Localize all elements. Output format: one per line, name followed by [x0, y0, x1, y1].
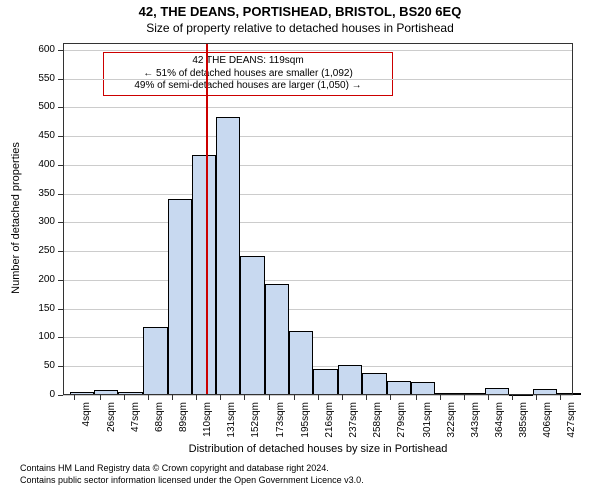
x-tick-label: 364sqm — [494, 402, 505, 502]
x-tick-label: 89sqm — [178, 402, 189, 502]
x-tick-mark — [124, 395, 125, 400]
x-tick-mark — [172, 395, 173, 400]
y-tick-label: 50 — [25, 360, 55, 371]
x-tick-mark — [488, 395, 489, 400]
attribution-line-1: Contains HM Land Registry data © Crown c… — [20, 463, 364, 475]
x-tick-label: 258sqm — [372, 402, 383, 502]
y-tick-label: 150 — [25, 303, 55, 314]
y-tick-label: 400 — [25, 159, 55, 170]
x-tick-label: 152sqm — [250, 402, 261, 502]
sub-title: Size of property relative to detached ho… — [0, 21, 600, 35]
x-tick-mark — [269, 395, 270, 400]
y-tick-label: 200 — [25, 274, 55, 285]
x-tick-mark — [342, 395, 343, 400]
x-tick-label: 110sqm — [202, 402, 213, 502]
x-tick-label: 237sqm — [348, 402, 359, 502]
x-tick-label: 4sqm — [81, 402, 92, 502]
x-tick-label: 406sqm — [542, 402, 553, 502]
x-tick-label: 385sqm — [518, 402, 529, 502]
x-tick-mark — [196, 395, 197, 400]
x-tick-mark — [536, 395, 537, 400]
x-tick-label: 427sqm — [566, 402, 577, 502]
attribution-line-2: Contains public sector information licen… — [20, 475, 364, 487]
x-tick-label: 343sqm — [470, 402, 481, 502]
x-tick-mark — [464, 395, 465, 400]
x-tick-label: 301sqm — [422, 402, 433, 502]
x-tick-mark — [244, 395, 245, 400]
y-tick-label: 450 — [25, 130, 55, 141]
plot-border — [63, 43, 573, 395]
x-tick-label: 26sqm — [106, 402, 117, 502]
x-tick-mark — [100, 395, 101, 400]
x-tick-mark — [366, 395, 367, 400]
y-tick-label: 100 — [25, 331, 55, 342]
x-tick-label: 322sqm — [446, 402, 457, 502]
x-tick-mark — [416, 395, 417, 400]
chart-titles: 42, THE DEANS, PORTISHEAD, BRISTOL, BS20… — [0, 4, 600, 35]
y-tick-mark — [58, 395, 63, 396]
x-tick-label: 173sqm — [275, 402, 286, 502]
y-tick-label: 600 — [25, 44, 55, 55]
x-tick-mark — [390, 395, 391, 400]
y-tick-label: 0 — [25, 389, 55, 400]
y-tick-label: 250 — [25, 245, 55, 256]
x-tick-mark — [148, 395, 149, 400]
x-tick-mark — [294, 395, 295, 400]
x-tick-mark — [560, 395, 561, 400]
y-tick-label: 550 — [25, 73, 55, 84]
main-title: 42, THE DEANS, PORTISHEAD, BRISTOL, BS20… — [0, 4, 600, 19]
x-tick-label: 195sqm — [300, 402, 311, 502]
x-tick-label: 279sqm — [396, 402, 407, 502]
y-axis-label: Number of detached properties — [10, 42, 22, 394]
x-tick-label: 131sqm — [226, 402, 237, 502]
x-tick-label: 47sqm — [130, 402, 141, 502]
x-tick-mark — [318, 395, 319, 400]
x-tick-mark — [74, 395, 75, 400]
x-tick-label: 216sqm — [324, 402, 335, 502]
y-tick-label: 300 — [25, 216, 55, 227]
x-tick-mark — [440, 395, 441, 400]
x-tick-mark — [220, 395, 221, 400]
y-tick-label: 500 — [25, 101, 55, 112]
y-tick-label: 350 — [25, 188, 55, 199]
attribution-text: Contains HM Land Registry data © Crown c… — [20, 463, 364, 486]
x-tick-label: 68sqm — [154, 402, 165, 502]
x-tick-mark — [512, 395, 513, 400]
